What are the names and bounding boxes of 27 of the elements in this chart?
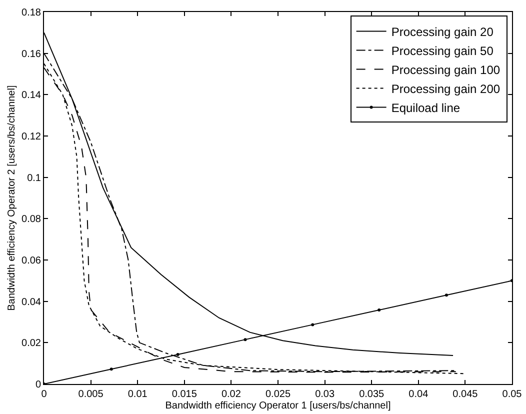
y-tick-label: 0.14	[22, 90, 42, 102]
x-axis-title: Bandwidth efficiency Operator 1 [users/bs/channel]	[165, 400, 391, 412]
y-tick-label: 0.16	[22, 48, 42, 60]
x-tick-label: 0.03	[315, 389, 335, 400]
legend-label: Processing gain 100	[391, 62, 500, 77]
x-tick-label: 0.05	[502, 389, 522, 400]
y-tick-label: 0.12	[22, 132, 42, 142]
x-tick-label: 0.025	[265, 389, 291, 400]
y-tick-label: 0.02	[22, 338, 42, 350]
x-tick-label: 0.02	[221, 389, 242, 400]
x-tick-label: 0.005	[78, 389, 104, 400]
legend-label: Processing gain 200	[391, 82, 500, 96]
y-tick-label: 0.04	[22, 296, 42, 308]
x-tick-label: 0.04	[408, 389, 429, 400]
y-tick-label: 0	[35, 380, 42, 390]
y-axis-title: Bandwidth efficiency Operator 2 [users/bs/channel]	[6, 85, 18, 311]
y-tick-label: 0.18	[22, 8, 42, 18]
y-tick-label: 0.1	[27, 172, 42, 184]
y-tick-label: 0.08	[22, 214, 42, 226]
legend-label: Processing gain 20	[391, 24, 494, 39]
x-tick-label: 0.045	[452, 389, 478, 400]
legend-label: Equiload line	[391, 100, 460, 115]
x-tick-label: 0.01	[128, 389, 148, 400]
legend-label: Processing gain 50	[391, 44, 494, 58]
x-tick-label: 0.035	[359, 389, 385, 400]
x-tick-label: 0.015	[172, 389, 198, 400]
y-tick-label: 0.06	[22, 256, 42, 266]
